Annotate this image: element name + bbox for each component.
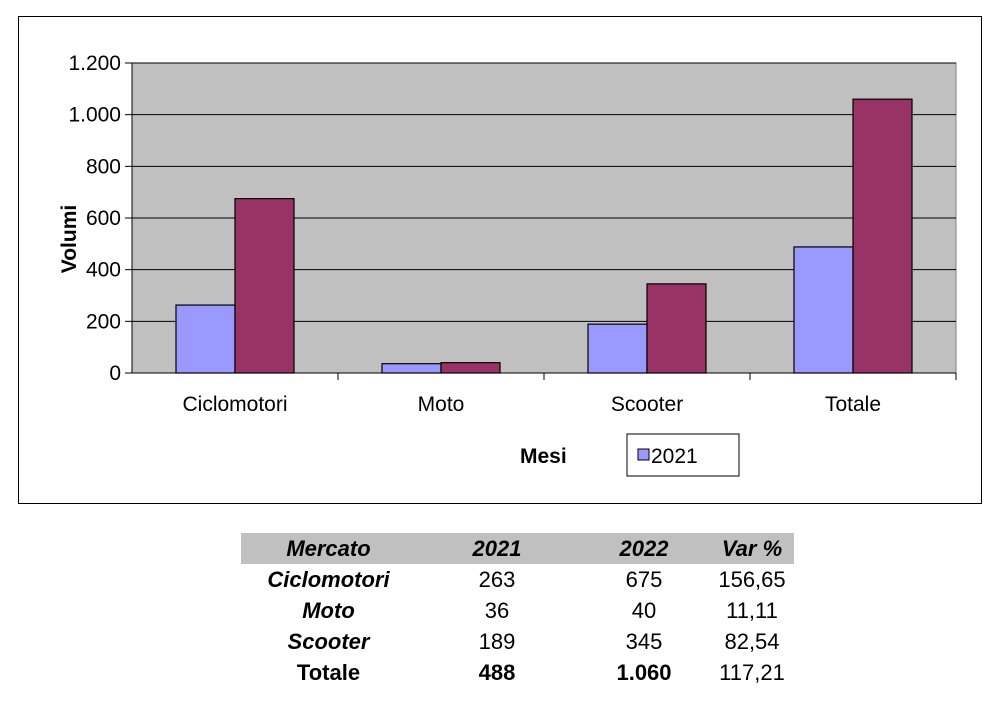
chart-frame: 0 200 400 600 800 1.000 1.200 Ciclomotori Moto Sc… bbox=[18, 16, 982, 504]
y-tick-label: 800 bbox=[86, 155, 121, 178]
value-2021: 189 bbox=[478, 629, 516, 654]
header-var: Var % bbox=[721, 536, 783, 561]
value-var: 11,11 bbox=[726, 598, 778, 623]
x-tick-label: Moto bbox=[418, 393, 465, 416]
table-header-row: Mercato 2021 2022 Var % bbox=[241, 533, 794, 564]
row-label: Totale bbox=[296, 660, 361, 685]
table-row: Scooter 189 345 82,54 bbox=[241, 626, 794, 657]
value-2022: 675 bbox=[625, 567, 663, 592]
y-axis-title: Volumi bbox=[58, 205, 81, 273]
y-tick-label: 1.200 bbox=[68, 52, 121, 75]
legend-label: 2021 bbox=[651, 445, 698, 468]
table-row-total: Totale 488 1.060 117,21 bbox=[241, 657, 794, 688]
x-tick-label: Ciclomotori bbox=[182, 393, 287, 416]
bar-chart: 0 200 400 600 800 1.000 1.200 Ciclomotori Moto Sc… bbox=[58, 52, 957, 477]
header-2022: 2022 bbox=[619, 536, 669, 561]
y-tick-label: 200 bbox=[86, 310, 121, 333]
table-row: Ciclomotori 263 675 156,65 bbox=[241, 564, 794, 595]
bar bbox=[175, 304, 236, 374]
bar bbox=[793, 246, 854, 374]
y-tick-label: 0 bbox=[109, 362, 121, 385]
bar bbox=[646, 283, 707, 374]
bar bbox=[381, 363, 442, 374]
bar bbox=[852, 98, 913, 374]
value-2022: 345 bbox=[625, 629, 663, 654]
value-var: 82,54 bbox=[724, 629, 780, 654]
y-tick-label: 1.000 bbox=[68, 104, 121, 127]
bar bbox=[440, 362, 501, 374]
summary-table: Mercato 2021 2022 Var % Ciclomotori 263 … bbox=[241, 533, 794, 688]
value-var: 156,65 bbox=[718, 567, 786, 592]
x-axis-title: Mesi bbox=[520, 445, 567, 468]
value-2021: 488 bbox=[478, 660, 516, 685]
value-var: 117,21 bbox=[719, 660, 785, 685]
row-label: Ciclomotori bbox=[267, 567, 390, 592]
bar bbox=[234, 198, 295, 374]
legend-swatch bbox=[637, 448, 650, 461]
row-label: Moto bbox=[302, 598, 355, 623]
table-row: Moto 36 40 11,11 bbox=[241, 595, 794, 626]
bar bbox=[587, 323, 648, 374]
x-tick-label: Scooter bbox=[611, 393, 683, 416]
y-tick-label: 600 bbox=[86, 207, 121, 230]
value-2021: 263 bbox=[478, 567, 516, 592]
value-2022: 40 bbox=[631, 598, 657, 623]
header-mercato: Mercato bbox=[286, 536, 371, 561]
value-2021: 36 bbox=[484, 598, 510, 623]
header-2021: 2021 bbox=[472, 536, 522, 561]
row-label: Scooter bbox=[287, 629, 370, 654]
x-tick-label: Totale bbox=[825, 393, 881, 416]
value-2022: 1.060 bbox=[616, 660, 672, 685]
y-tick-label: 400 bbox=[86, 259, 121, 282]
